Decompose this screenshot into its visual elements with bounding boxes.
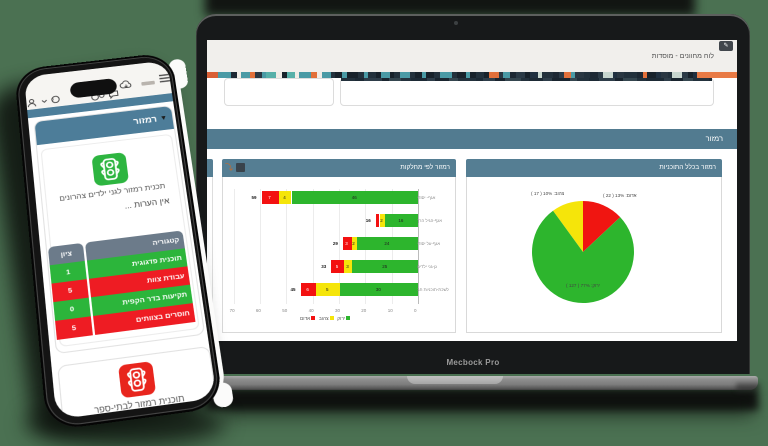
svg-text:?: ? [51, 98, 55, 104]
